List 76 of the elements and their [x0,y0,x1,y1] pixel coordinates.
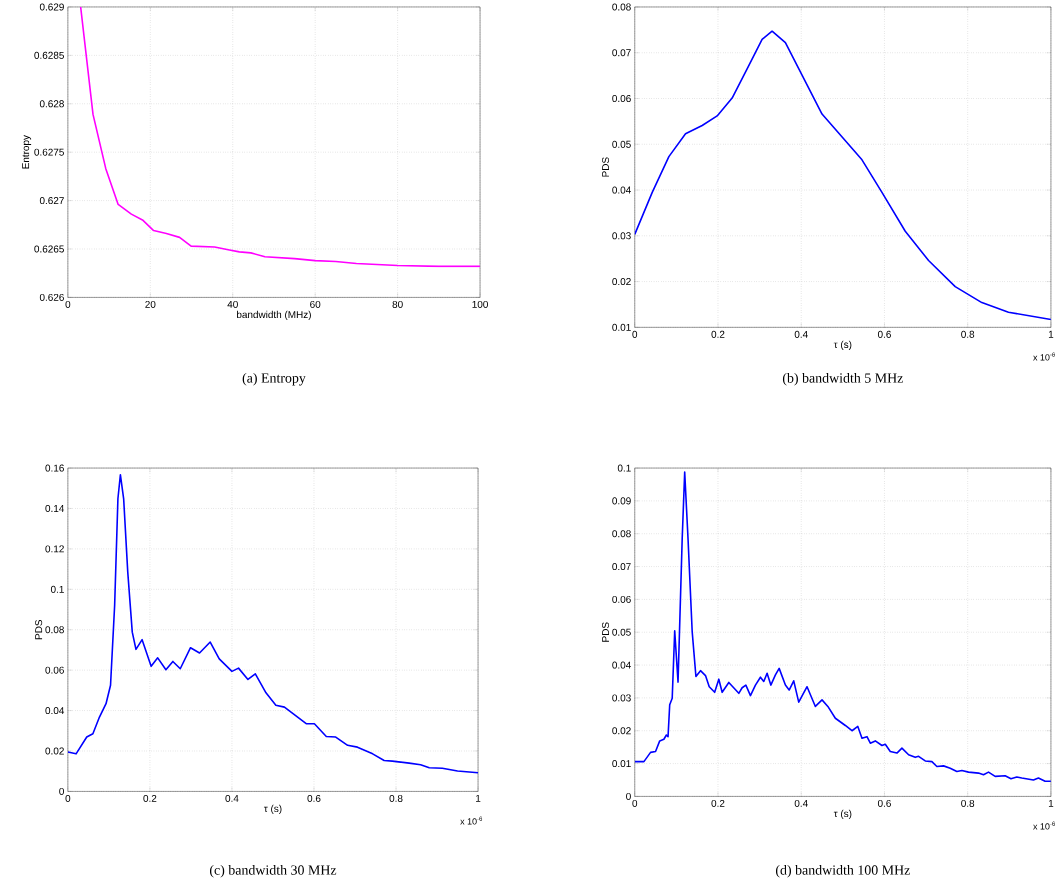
x-tick-label: 20 [145,300,156,308]
x-tick-label: 0.2 [711,799,725,807]
x-tick-label: 80 [392,300,403,308]
y-tick-label: 0.02 [612,277,631,285]
x-axis-title: τ (s) [833,340,852,350]
x-tick-label: 40 [227,300,238,308]
x-axis-title: τ (s) [263,804,282,814]
x-tick-label: 0 [65,794,71,802]
line-series [634,471,1051,782]
x-tick-label: 0 [632,330,638,338]
y-tick-label: 0.07 [612,562,631,570]
y-tick-label: 0.14 [45,504,65,512]
y-tick-label: 0.02 [612,727,631,735]
y-tick-label: 0.05 [612,628,631,636]
x-tick-label: 0 [632,799,638,807]
text: (b) bandwidth 5 MHz [782,372,903,386]
y-tick-label: 0.08 [612,530,631,538]
text: x 10$^{-6}$ [1033,821,1055,830]
text: (d) bandwidth 100 MHz [775,864,910,878]
y-axis-title: PDS [35,619,43,640]
y-tick-label: 0.04 [612,186,631,194]
y-tick-label: 0.06 [612,94,631,102]
y-tick-label: 0.08 [612,3,631,11]
x-tick-label: 1 [1048,330,1054,338]
x-tick-label: 1 [476,794,481,802]
y-tick-label: 0.1 [617,464,631,472]
x-tick-label: 100 [472,300,488,308]
line-series [67,473,479,774]
x-tick-label: 0.6 [307,794,321,802]
x-tick-label: 0.6 [877,799,891,807]
y-tick-label: 0.16 [45,464,64,472]
x-tick-label: 0.2 [711,330,725,338]
y-tick-label: 0.6275 [34,148,64,156]
y-tick-label: 0.627 [39,196,64,204]
y-tick-label: 0.04 [45,706,65,714]
y-tick-label: 0.07 [612,49,631,57]
y-tick-label: 0.6265 [34,245,64,253]
y-tick-label: 0.08 [45,626,64,634]
y-tick-label: 0.03 [612,232,631,240]
x-tick-label: 0.2 [143,794,157,802]
text: x 10$^{-6}$ [1033,352,1055,361]
x-tick-label: 1 [1048,799,1054,807]
y-tick-label: 0.12 [45,545,64,553]
text: x 10$^{-6}$ [460,816,483,825]
x-tick-label: 60 [310,300,321,308]
y-tick-label: 0.06 [612,595,631,603]
y-tick-label: 0.01 [612,323,631,331]
y-tick-label: 0.04 [612,661,631,669]
x-tick-label: 0.8 [961,799,975,807]
y-tick-label: 0.02 [45,747,64,755]
x-tick-label: 0.6 [877,330,891,338]
text: (a) Entropy [242,372,306,386]
y-tick-label: 0.01 [612,759,631,767]
x-axis-title: bandwidth (MHz) [237,310,311,320]
y-tick-label: 0.05 [612,140,631,148]
x-axis-title: τ (s) [833,809,852,819]
x-tick-label: 0.4 [794,330,808,338]
line-series [79,6,481,268]
y-tick-label: 0.6285 [34,51,64,59]
y-tick-label: 0.628 [39,100,64,108]
x-tick-label: 0.8 [389,794,403,802]
x-tick-label: 0 [65,300,71,308]
y-tick-label: 0.629 [39,3,64,11]
y-tick-label: 0.1 [50,585,64,593]
y-axis-title: PDS [602,622,610,642]
x-tick-label: 0.4 [225,794,239,802]
x-tick-label: 0.4 [794,799,808,807]
y-axis-title: PDS [602,157,610,177]
text: (c) bandwidth 30 MHz [209,864,337,878]
y-axis-title: Entropy [22,134,32,169]
y-tick-label: 0.626 [39,293,64,301]
y-tick-label: 0.03 [612,694,631,702]
y-tick-label: 0.09 [612,497,631,505]
y-tick-label: 0 [59,787,64,795]
x-tick-label: 0.8 [961,330,975,338]
y-tick-label: 0.06 [45,666,64,674]
